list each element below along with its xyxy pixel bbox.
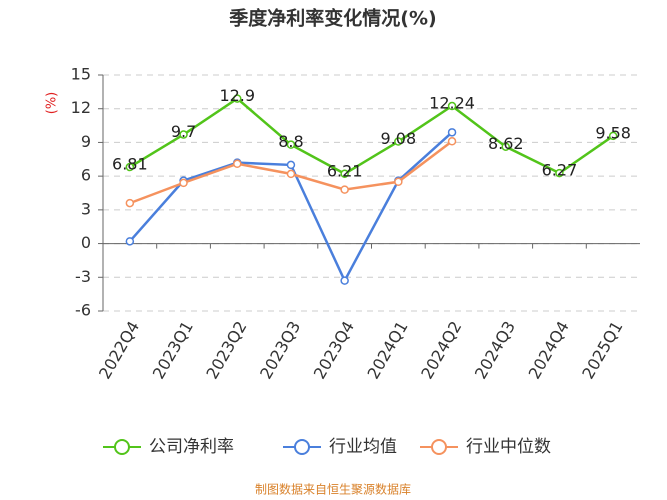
data-point bbox=[286, 160, 296, 170]
data-point bbox=[179, 178, 188, 188]
data-label: 9.58 bbox=[595, 123, 631, 142]
data-label: 8.8 bbox=[278, 132, 303, 151]
data-label: 6.27 bbox=[542, 161, 578, 180]
x-tick-label: 2024Q2 bbox=[417, 318, 465, 382]
x-tick-label: 2024Q3 bbox=[471, 318, 519, 382]
x-tick-label: 2023Q3 bbox=[256, 318, 304, 382]
data-point bbox=[394, 177, 403, 187]
data-point bbox=[125, 237, 135, 246]
data-point bbox=[179, 130, 188, 139]
data-label: 6.81 bbox=[112, 155, 148, 174]
y-tick-label: 12 bbox=[71, 98, 91, 117]
data-point bbox=[340, 185, 349, 194]
y-tick-label: 6 bbox=[81, 166, 91, 185]
data-label: 12.9 bbox=[219, 86, 255, 105]
series-line bbox=[129, 97, 614, 176]
data-point bbox=[447, 101, 457, 111]
data-point bbox=[555, 168, 564, 178]
data-point bbox=[125, 198, 135, 208]
y-tick-label: 9 bbox=[81, 132, 91, 151]
data-point bbox=[233, 159, 242, 169]
data-point bbox=[447, 128, 457, 137]
data-point bbox=[286, 140, 296, 149]
y-tick-label: 0 bbox=[81, 233, 91, 252]
legend-label: 行业均值 bbox=[329, 437, 397, 457]
legend-marker bbox=[294, 439, 310, 455]
data-label: 12.24 bbox=[429, 94, 475, 113]
y-tick-label: -6 bbox=[75, 301, 91, 320]
data-point bbox=[233, 94, 242, 103]
legend-label: 公司净利率 bbox=[149, 437, 234, 457]
x-tick-label: 2023Q2 bbox=[202, 318, 250, 382]
legend-marker bbox=[114, 439, 130, 455]
y-tick-label: 3 bbox=[81, 199, 91, 218]
data-point bbox=[340, 169, 349, 179]
data-point bbox=[340, 276, 349, 285]
data-point bbox=[447, 137, 457, 146]
chart-title: 季度净利率变化情况(%) bbox=[229, 7, 436, 30]
source-note: 制图数据来自恒生聚源数据库 bbox=[255, 482, 411, 497]
x-tick-label: 2025Q1 bbox=[578, 318, 626, 382]
legend-label: 行业中位数 bbox=[466, 437, 551, 457]
y-tick-label: 15 bbox=[71, 65, 91, 84]
legend-marker bbox=[431, 439, 447, 455]
y-axis-label: (%) bbox=[45, 92, 60, 115]
data-point bbox=[394, 137, 403, 146]
x-tick-label: 2024Q4 bbox=[525, 318, 573, 382]
data-label: 9.7 bbox=[171, 122, 196, 141]
data-point bbox=[286, 169, 296, 179]
data-label: 8.62 bbox=[488, 134, 524, 153]
data-point bbox=[608, 131, 618, 141]
data-point bbox=[501, 142, 510, 151]
data-point bbox=[125, 162, 135, 172]
series-line bbox=[128, 131, 453, 284]
x-tick-label: 2023Q1 bbox=[149, 318, 197, 382]
y-tick-label: -3 bbox=[75, 267, 91, 286]
x-tick-label: 2023Q4 bbox=[310, 318, 358, 382]
data-label: 6.21 bbox=[327, 161, 363, 180]
x-tick-label: 2022Q4 bbox=[95, 318, 143, 382]
data-label: 9.08 bbox=[381, 129, 417, 148]
x-tick-label: 2024Q1 bbox=[364, 318, 412, 382]
